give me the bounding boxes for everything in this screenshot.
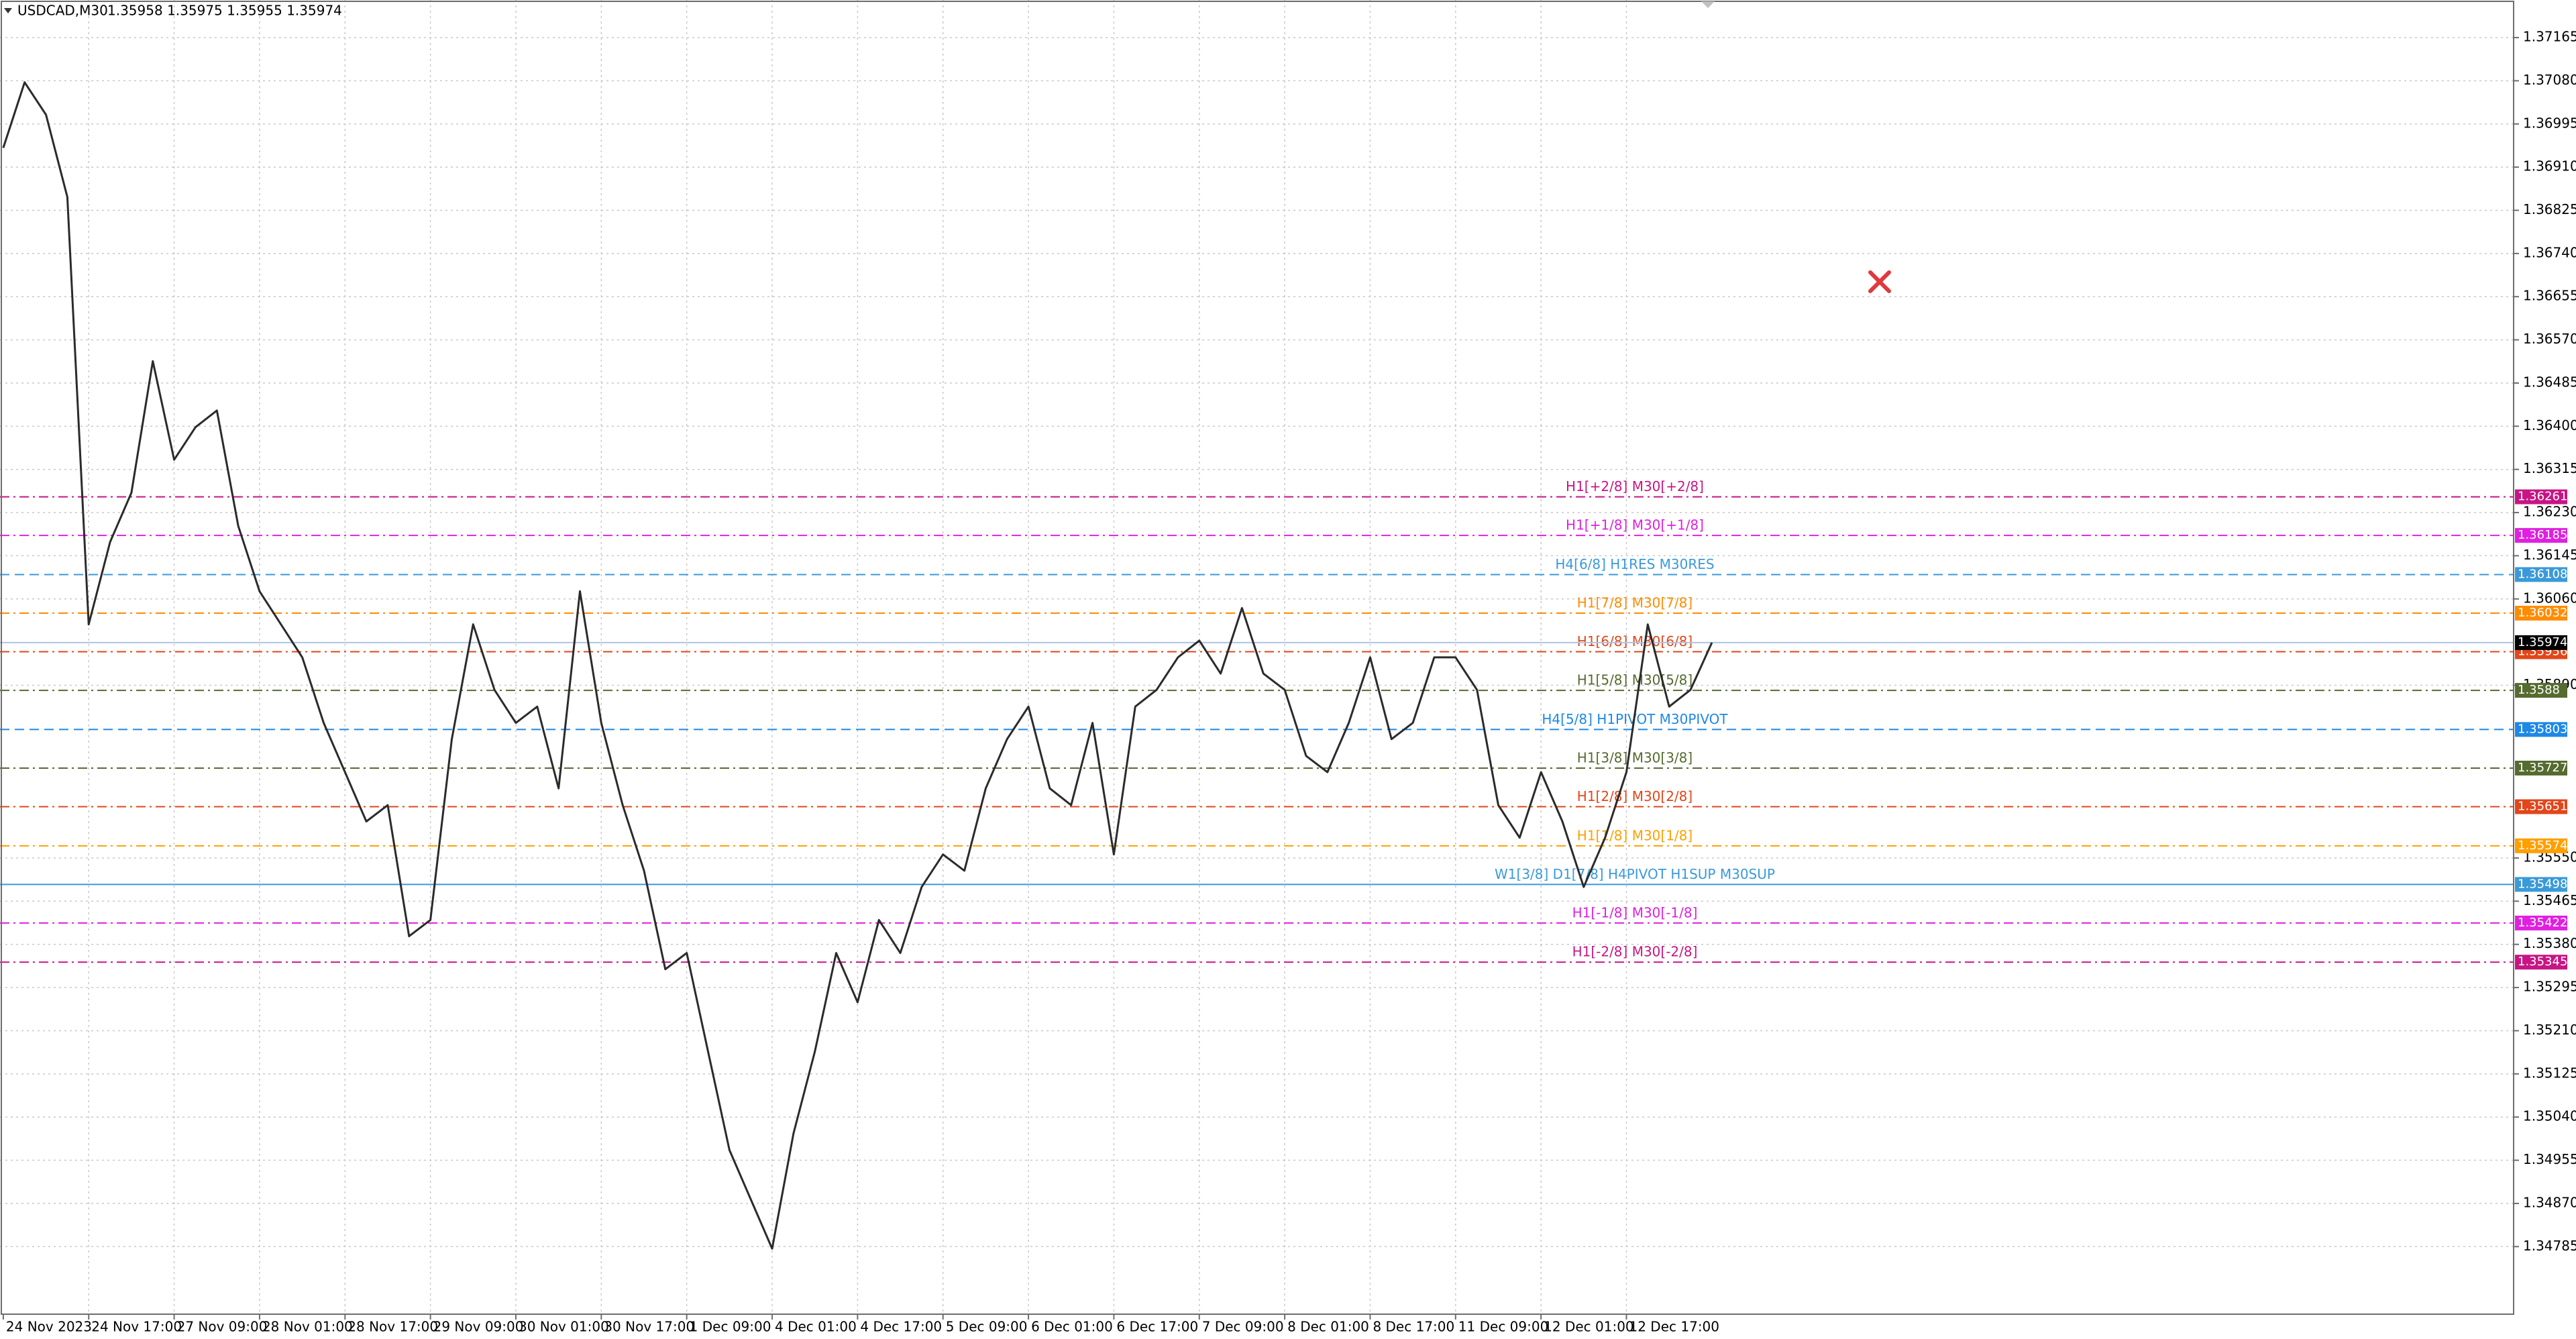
x-tick-label: 24 Nov 17:00 — [91, 1319, 182, 1335]
price-tag — [2515, 683, 2567, 698]
y-tick-label: 1.35210 — [2523, 1022, 2576, 1038]
plot — [2, 81, 1713, 1250]
y-tick-label: 1.35040 — [2523, 1108, 2576, 1124]
price-tag — [2515, 605, 2567, 621]
level-label: H1[7/8] M30[7/8] — [1577, 594, 1693, 610]
level-label: H1[+1/8] M30[+1/8] — [1566, 517, 1704, 533]
y-tick-label: 1.34785 — [2523, 1238, 2576, 1254]
x-tick-label: 6 Dec 01:00 — [1031, 1319, 1113, 1335]
y-tick-label: 1.34955 — [2523, 1151, 2576, 1167]
chart-title: USDCAD,M30 — [17, 3, 108, 19]
level-label: W1[3/8] D1[7/8] H4PIVOT H1SUP M30SUP — [1495, 866, 1775, 882]
price-tag-label: 1.35651 — [2518, 800, 2567, 814]
level-label: H4[6/8] H1RES M30RES — [1555, 556, 1714, 572]
level-label: H1[-2/8] M30[-2/8] — [1572, 944, 1698, 960]
price-tag — [2515, 567, 2567, 582]
x-tick-label: 1 Dec 09:00 — [690, 1319, 771, 1335]
y-tick-label: 1.35380 — [2523, 935, 2576, 951]
x-tick-label: 11 Dec 09:00 — [1458, 1319, 1549, 1335]
y-tick-label: 1.36995 — [2523, 115, 2576, 131]
level-label: H1[5/8] M30[5/8] — [1577, 672, 1693, 688]
x-tick-label: 29 Nov 09:00 — [433, 1319, 524, 1335]
level-label: H1[+2/8] M30[+2/8] — [1566, 478, 1704, 494]
y-tick-label: 1.34870 — [2523, 1194, 2576, 1210]
price-tag — [2515, 489, 2567, 504]
x-tick-label: 30 Nov 01:00 — [519, 1319, 609, 1335]
price-tag-label: 1.35727 — [2518, 761, 2567, 775]
x-tick-label: 30 Nov 17:00 — [604, 1319, 694, 1335]
y-tick-label: 1.35295 — [2523, 979, 2576, 995]
price-tag — [2515, 838, 2567, 853]
shift-marker — [1701, 1, 1715, 8]
x-tick-label: 6 Dec 17:00 — [1116, 1319, 1198, 1335]
price-tag-label: 1.36032 — [2518, 606, 2567, 620]
ohlc-values: 1.35958 1.35975 1.35955 1.35974 — [107, 3, 342, 19]
y-tick-label: 1.36400 — [2523, 417, 2576, 433]
y-tick-label: 1.37165 — [2523, 29, 2576, 45]
x-tick-label: 4 Dec 17:00 — [860, 1319, 942, 1335]
price-tag — [2515, 760, 2567, 775]
y-tick-label: 1.36825 — [2523, 201, 2576, 217]
price-tag — [2515, 955, 2567, 970]
x-tick-label: 27 Nov 09:00 — [177, 1319, 268, 1335]
price-tag-label: 1.35498 — [2518, 877, 2567, 891]
y-tick-label: 1.36740 — [2523, 244, 2576, 260]
y-tick-label: 1.36315 — [2523, 460, 2576, 476]
level-label: H1[1/8] M30[1/8] — [1577, 827, 1693, 843]
level-label: H1[-1/8] M30[-1/8] — [1572, 904, 1698, 920]
price-tag-label: 1.3588 — [2518, 683, 2560, 697]
y-tick-label: 1.36655 — [2523, 288, 2576, 304]
y-tick-label: 1.36485 — [2523, 374, 2576, 390]
price-tag-label: 1.35422 — [2518, 916, 2567, 930]
x-tick-label: 7 Dec 09:00 — [1202, 1319, 1284, 1335]
y-tick-label: 1.36570 — [2523, 331, 2576, 347]
last-price-tag — [2515, 635, 2567, 650]
y-tick-label: 1.36060 — [2523, 590, 2576, 606]
last-price-label: 1.35974 — [2518, 635, 2567, 649]
y-tick-label: 1.35125 — [2523, 1065, 2576, 1081]
y-tick-label: 1.36910 — [2523, 158, 2576, 174]
price-tag-label: 1.36108 — [2518, 567, 2567, 581]
price-tag-label: 1.35345 — [2518, 955, 2567, 969]
plot-frame — [1, 1, 2514, 1315]
x-tick-label: 8 Dec 01:00 — [1287, 1319, 1369, 1335]
y-tick-label: 1.36230 — [2523, 504, 2576, 520]
price-tag — [2515, 722, 2567, 737]
levels: H1[+2/8] M30[+2/8] H1[+1/8] M30[+1/8] H4[6… — [0, 478, 2514, 963]
price-tag-label: 1.35574 — [2518, 839, 2567, 853]
y-tick-label: 1.37080 — [2523, 72, 2576, 88]
price-tag — [2515, 915, 2567, 930]
y-tick-label: 1.36145 — [2523, 547, 2576, 563]
price-tag-label: 1.35803 — [2518, 722, 2567, 736]
y-tick-label: 1.35465 — [2523, 892, 2576, 908]
x-tick-label: 28 Nov 17:00 — [347, 1319, 438, 1335]
menu-arrow[interactable] — [4, 8, 12, 13]
close-x[interactable] — [1868, 270, 1891, 293]
close-marker[interactable] — [1868, 270, 1891, 293]
x-tick-label: 28 Nov 01:00 — [262, 1319, 353, 1335]
price-tag-label: 1.36185 — [2518, 528, 2567, 542]
x-tick-label: 5 Dec 09:00 — [946, 1319, 1028, 1335]
axes: 1.37165 1.37080 1.36995 1.36910 1.36825 1.367… — [2, 29, 2576, 1335]
level-label: H1[6/8] M30[6/8] — [1577, 633, 1693, 649]
level-label: H1[3/8] M30[3/8] — [1577, 749, 1693, 765]
price-line — [2, 81, 1713, 1250]
x-tick-label: 24 Nov 2023 — [6, 1319, 92, 1335]
x-tick-label: 4 Dec 01:00 — [775, 1319, 857, 1335]
price-tag — [2515, 877, 2567, 892]
x-tick-label: 12 Dec 17:00 — [1629, 1319, 1720, 1335]
price-tag — [2515, 799, 2567, 814]
x-tick-label: 8 Dec 17:00 — [1373, 1319, 1454, 1335]
level-label: H1[2/8] M30[2/8] — [1577, 788, 1693, 804]
price-tag-label: 1.36261 — [2518, 490, 2567, 504]
x-tick-label: 12 Dec 01:00 — [1544, 1319, 1634, 1335]
grid — [0, 0, 2514, 1314]
price-tag — [2515, 528, 2567, 543]
